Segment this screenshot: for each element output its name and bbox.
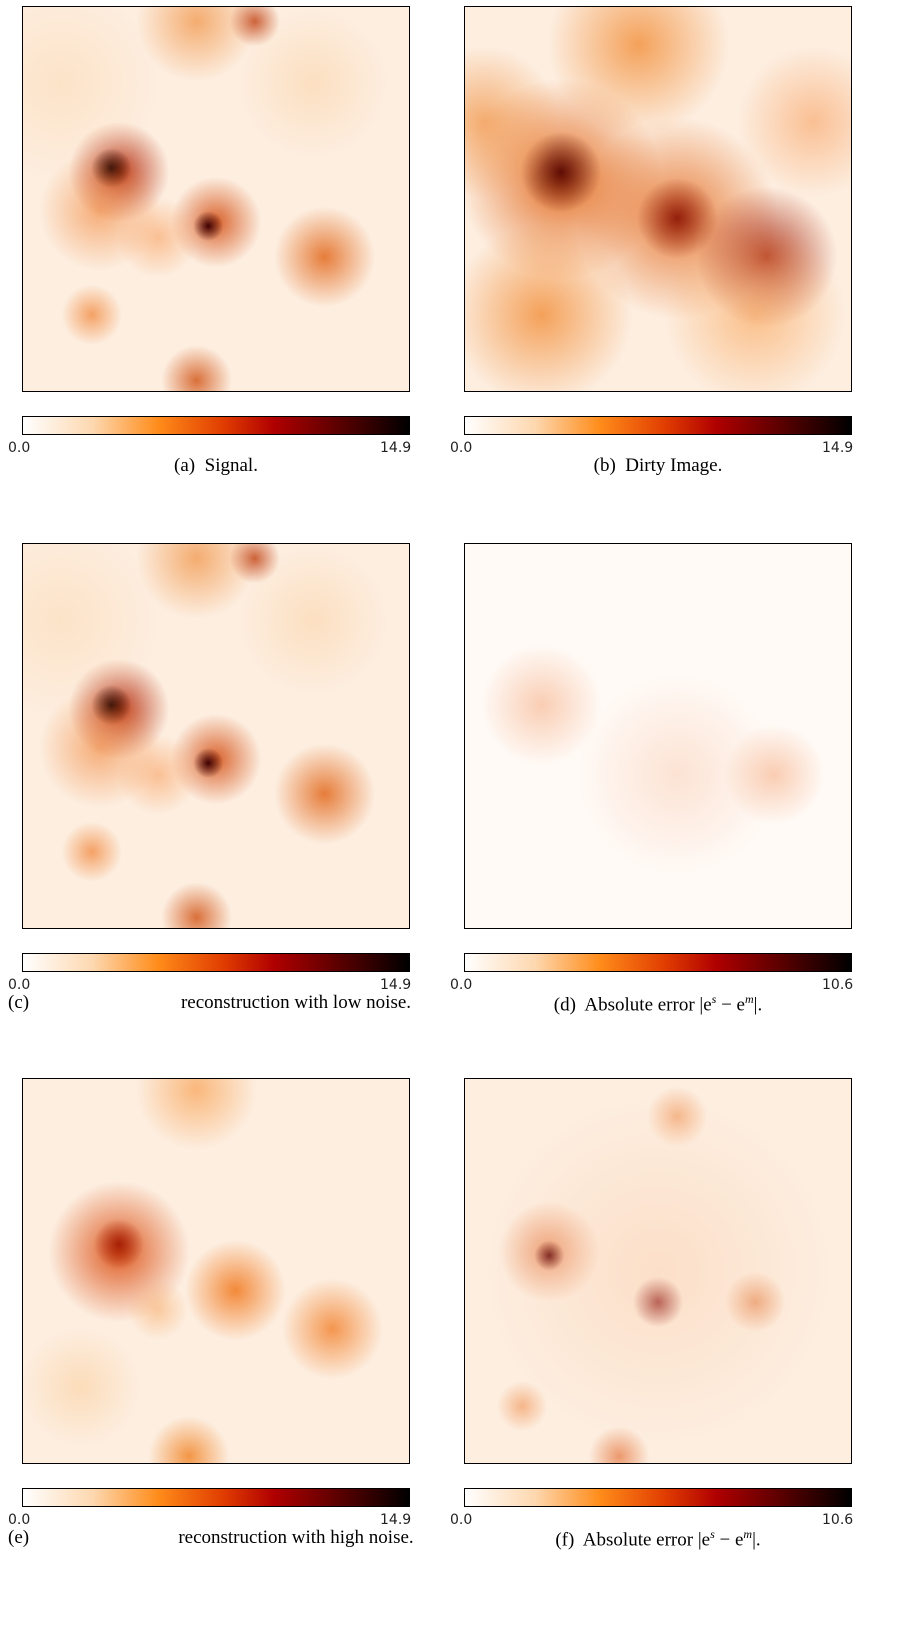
- caption-text: |.: [752, 1529, 761, 1550]
- caption-label: (f): [555, 1529, 574, 1550]
- blob: [724, 724, 825, 825]
- colorbar-min: 0.0: [450, 440, 472, 456]
- colorbar-min: 0.0: [450, 977, 472, 993]
- caption: (b) Dirty Image.: [464, 455, 852, 477]
- colorbar: [22, 416, 410, 435]
- colorbar-min: 0.0: [8, 440, 30, 456]
- caption: reconstruction with high noise.: [122, 1527, 470, 1549]
- heatmap: [22, 543, 410, 929]
- blob: [237, 8, 388, 159]
- blob: [282, 1278, 383, 1379]
- caption-text: Signal.: [205, 455, 258, 476]
- caption-label: (b): [594, 455, 616, 476]
- figure: {"panels": [ {"label": "(a)", "parts": […: [0, 0, 904, 1625]
- caption-text: Absolute error |e: [583, 1529, 710, 1550]
- blob: [237, 545, 388, 696]
- caption-text: Dirty Image.: [625, 455, 722, 476]
- blob: [481, 1094, 834, 1447]
- colorbar: [22, 953, 410, 972]
- blob: [62, 822, 123, 883]
- colorbar-max: 14.9: [380, 977, 411, 993]
- colorbar-min: 0.0: [450, 1512, 472, 1528]
- blob: [94, 1219, 144, 1269]
- colorbar: [464, 953, 852, 972]
- caption-label: (a): [174, 455, 195, 476]
- blob: [22, 1326, 141, 1447]
- blob: [62, 285, 123, 346]
- heatmap: [464, 6, 852, 392]
- blob: [274, 206, 375, 307]
- caption: (a) Signal.: [22, 455, 410, 477]
- blob: [185, 1240, 286, 1341]
- caption-label: (c): [8, 992, 29, 1014]
- caption-text: m: [743, 1527, 752, 1541]
- caption: reconstruction with low noise.: [122, 992, 470, 1014]
- caption-text: |.: [754, 994, 763, 1015]
- heatmap: [22, 1078, 410, 1464]
- blob: [274, 743, 375, 844]
- caption-text: Absolute error |e: [584, 994, 711, 1015]
- caption-text: reconstruction with high noise.: [178, 1527, 413, 1548]
- colorbar-min: 0.0: [8, 977, 30, 993]
- blob: [117, 197, 198, 278]
- blob: [117, 734, 198, 815]
- heatmap: [22, 6, 410, 392]
- caption-label: (d): [554, 994, 576, 1015]
- heatmap: [464, 1078, 852, 1464]
- colorbar: [464, 416, 852, 435]
- colorbar: [464, 1488, 852, 1507]
- colorbar-max: 10.6: [822, 1512, 853, 1528]
- caption-text: − e: [715, 1529, 744, 1550]
- colorbar-max: 10.6: [822, 977, 853, 993]
- caption-text: − e: [716, 994, 745, 1015]
- caption: (d) Absolute error |es − em|.: [464, 992, 852, 1016]
- colorbar-min: 0.0: [8, 1512, 30, 1528]
- colorbar-max: 14.9: [380, 1512, 411, 1528]
- caption-label: (e): [8, 1527, 29, 1549]
- caption-text: m: [745, 992, 754, 1006]
- blob: [128, 1279, 189, 1340]
- caption: (f) Absolute error |es − em|.: [464, 1527, 852, 1551]
- caption-text: reconstruction with low noise.: [181, 992, 411, 1013]
- colorbar: [22, 1488, 410, 1507]
- heatmap: [464, 543, 852, 929]
- colorbar-max: 14.9: [380, 440, 411, 456]
- colorbar-max: 14.9: [822, 440, 853, 456]
